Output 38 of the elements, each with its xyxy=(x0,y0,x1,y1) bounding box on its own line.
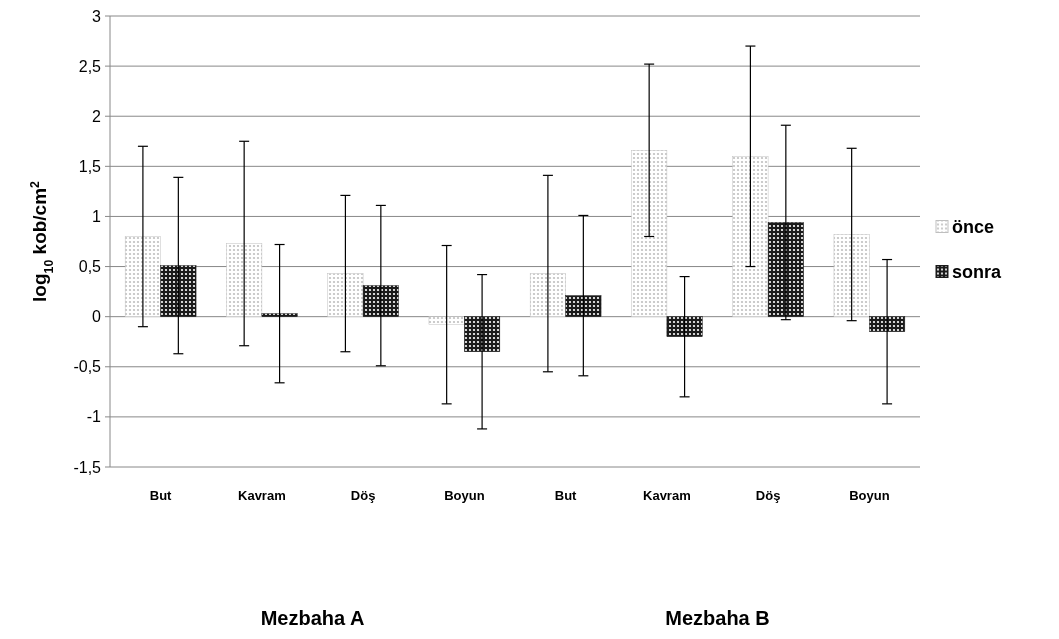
bar xyxy=(362,285,399,317)
x-tick-label: Döş xyxy=(350,488,376,503)
y-tick-label: -1,5 xyxy=(73,458,102,476)
bar xyxy=(631,150,668,317)
bar xyxy=(327,273,364,317)
x-tick-label: But xyxy=(554,488,578,503)
bar xyxy=(732,156,769,317)
bar xyxy=(464,316,501,352)
bar xyxy=(226,243,263,317)
x-tick-label: But xyxy=(149,488,173,503)
bar xyxy=(428,316,465,325)
y-tick-label: 2,5 xyxy=(78,57,102,75)
x-tick-label: Kavram xyxy=(238,488,286,503)
y-tick-label: 2 xyxy=(92,107,102,125)
bar xyxy=(529,273,566,317)
x-tick-label: Kavram xyxy=(643,488,691,503)
bar xyxy=(833,234,870,317)
bar xyxy=(565,295,602,317)
y-tick-label: 0 xyxy=(92,308,102,326)
y-tick-label: 0,5 xyxy=(78,258,102,276)
y-tick-label: 1 xyxy=(92,208,102,226)
text: Mezbaha A xyxy=(260,607,365,629)
legend-label: önce xyxy=(952,216,995,237)
x-tick-label: Boyun xyxy=(849,488,890,503)
bar xyxy=(666,316,703,337)
bar xyxy=(767,222,804,317)
bar xyxy=(261,313,298,317)
text: Mezbaha B xyxy=(665,607,770,629)
y-tick-label: 3 xyxy=(92,7,102,25)
bar xyxy=(124,236,161,317)
bar xyxy=(869,316,906,332)
y-tick-label: -1 xyxy=(86,408,102,426)
bar xyxy=(160,265,197,317)
x-tick-label: Döş xyxy=(755,488,781,503)
legend-label: sonra xyxy=(952,261,1003,282)
y-tick-label: 1,5 xyxy=(78,157,102,175)
y-tick-label: -0,5 xyxy=(73,358,102,376)
x-tick-label: Boyun xyxy=(444,488,485,503)
